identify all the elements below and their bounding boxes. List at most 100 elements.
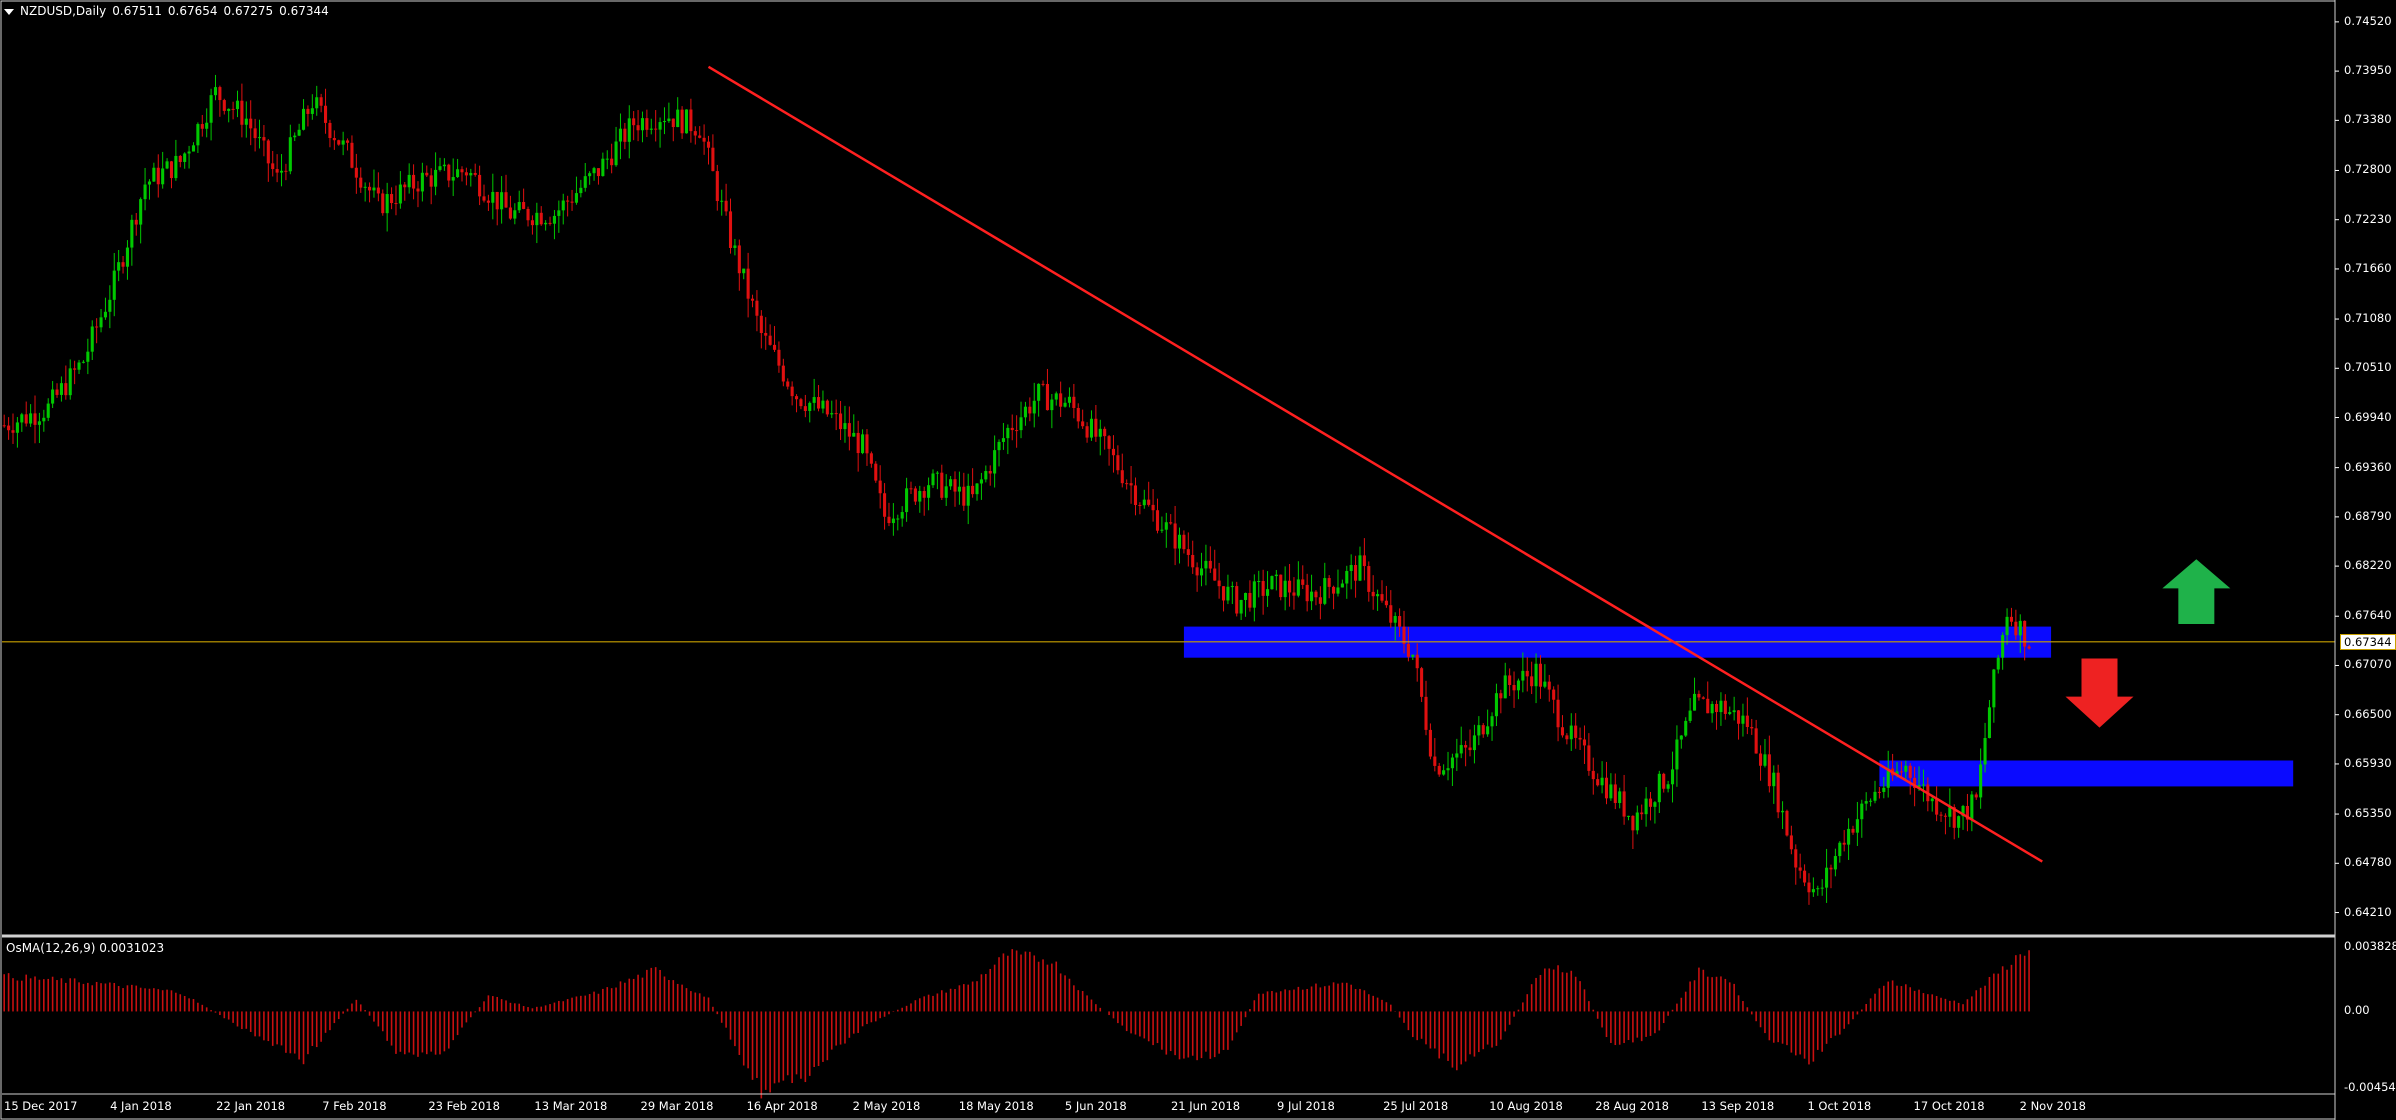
price-tick-label: 0.70510: [2344, 360, 2392, 375]
candle-body: [737, 245, 741, 274]
candle-body: [1644, 798, 1648, 815]
candle-body: [1547, 681, 1551, 690]
candle-body: [1354, 565, 1358, 581]
candle-body: [1701, 697, 1705, 699]
candle-body: [205, 122, 209, 129]
candle-body: [1380, 594, 1384, 601]
trendline: [707, 65, 2043, 863]
candle-body: [1587, 745, 1591, 771]
candle-body: [1935, 798, 1939, 815]
candle-body: [2005, 616, 2009, 636]
candle-body: [68, 368, 72, 396]
candle-body: [1428, 729, 1432, 757]
candle-body: [728, 211, 733, 248]
candle-body: [240, 100, 244, 125]
candle-body: [196, 124, 200, 146]
osma-pane[interactable]: [3, 949, 2030, 1099]
time-tick-label: 5 Jun 2018: [1064, 1099, 1127, 1113]
candle-body: [332, 138, 336, 141]
candle-body: [913, 488, 917, 502]
candle-body: [2009, 616, 2014, 622]
candle-body: [1028, 406, 1032, 414]
candle-body: [381, 193, 385, 214]
candle-body: [561, 200, 565, 211]
candle-body: [1723, 700, 1727, 714]
candle-body: [1921, 784, 1925, 786]
candle-body: [491, 191, 495, 203]
candle-body: [1864, 801, 1868, 804]
up-arrow-icon: [2162, 559, 2231, 624]
candle-body: [1974, 794, 1978, 798]
candle-body: [1433, 756, 1437, 766]
candle-body: [1151, 504, 1155, 511]
candle-body: [112, 270, 116, 300]
price-tick-label: 0.68220: [2344, 558, 2392, 573]
candle-body: [557, 210, 561, 216]
candle-body: [1987, 707, 1991, 739]
candle-body: [29, 413, 33, 424]
candle-body: [1596, 779, 1600, 786]
candle-body: [1745, 715, 1749, 727]
candle-body: [143, 184, 147, 200]
time-tick-label: 21 Jun 2018: [1170, 1099, 1241, 1113]
candle-body: [632, 118, 636, 126]
candle-body: [733, 245, 737, 248]
candle-body: [861, 434, 865, 454]
candle-body: [55, 389, 59, 395]
candle-body: [645, 118, 649, 130]
candle-body: [1089, 418, 1094, 438]
candle-body: [588, 173, 592, 177]
candle-body: [786, 381, 790, 387]
chart-header[interactable]: NZDUSD,Daily 0.67511 0.67654 0.67275 0.67344: [4, 4, 335, 18]
candle-body: [1789, 835, 1793, 850]
candle-body: [1842, 842, 1846, 845]
candle-body: [218, 87, 222, 101]
time-tick-label: 13 Mar 2018: [534, 1099, 608, 1113]
candle-body: [530, 220, 534, 226]
candle-body: [1261, 581, 1265, 596]
candle-body: [1023, 406, 1027, 418]
candle-body: [1041, 383, 1045, 385]
candle-body: [213, 87, 218, 96]
candle-body: [103, 311, 107, 318]
candle-body: [592, 168, 596, 174]
candle-body: [1182, 534, 1186, 550]
candle-body: [1270, 576, 1274, 590]
price-tick-label: 0.68790: [2344, 508, 2392, 523]
candle-body: [1142, 499, 1146, 506]
candle-body: [125, 247, 129, 267]
candle-body: [1613, 784, 1617, 804]
candle-body: [794, 396, 799, 400]
candle-body: [1243, 592, 1248, 600]
candle-body: [257, 137, 262, 139]
candle-body: [319, 97, 323, 106]
candle-body: [825, 400, 829, 415]
candle-body: [447, 164, 451, 181]
candle-body: [839, 413, 843, 430]
candle-body: [1895, 771, 1899, 776]
close-value: 0.67344: [279, 4, 329, 18]
candle-body: [99, 317, 103, 328]
main-pane[interactable]: [2, 65, 2335, 905]
candle-body: [984, 471, 988, 480]
candle-body: [1235, 586, 1239, 614]
candle-body: [1169, 522, 1173, 524]
candle-body: [1719, 700, 1723, 713]
candle-body: [1618, 791, 1622, 804]
candle-body: [1248, 592, 1252, 608]
candle-body: [1019, 417, 1023, 431]
candle-body: [830, 413, 834, 415]
chart-menu-arrow-icon[interactable]: [4, 8, 14, 15]
candle-body: [434, 169, 438, 187]
candle-body: [147, 181, 152, 185]
candle-body: [398, 184, 402, 204]
candle-body: [777, 349, 781, 366]
candle-body: [1877, 791, 1881, 793]
candle-body: [1455, 753, 1459, 758]
candle-body: [1376, 594, 1380, 597]
candle-body: [425, 172, 429, 176]
candle-body: [1032, 400, 1036, 414]
candle-body: [1120, 470, 1124, 484]
candle-body: [1640, 812, 1644, 815]
